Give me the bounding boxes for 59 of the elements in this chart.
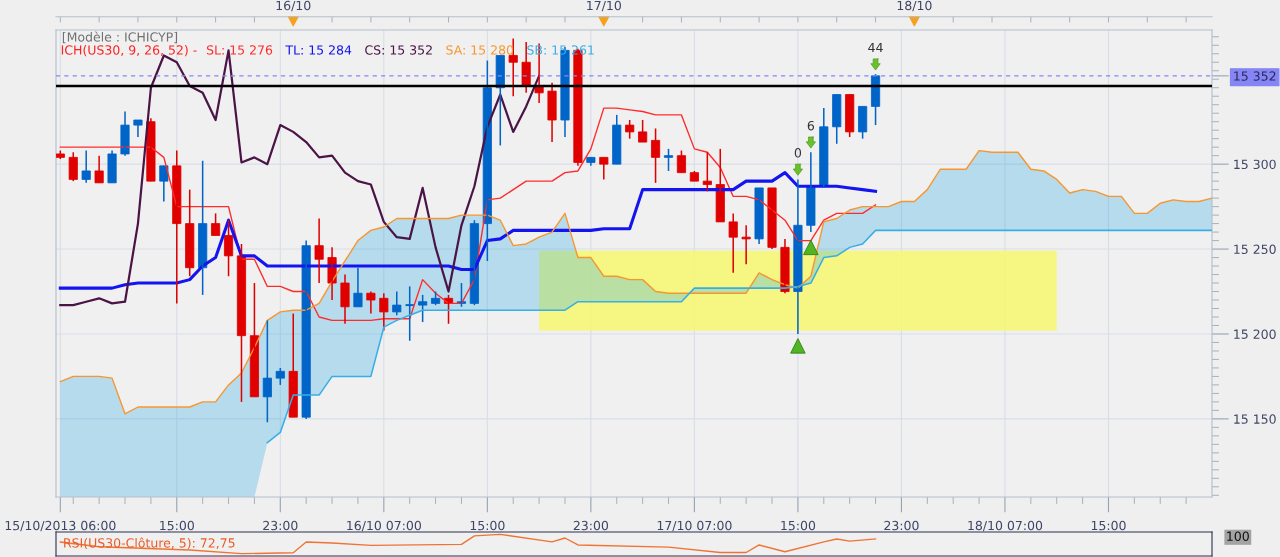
candlestick — [262, 319, 272, 424]
x-tick-label: 15:00 — [160, 520, 194, 531]
text: CS: 15 352 — [365, 45, 432, 55]
x2-tick-label: 17/10 — [587, 0, 621, 12]
candlestick — [418, 294, 428, 323]
y-tick-label: 15 352 — [1234, 71, 1276, 81]
candlestick — [547, 81, 557, 143]
x2-tick-label: 18/10 — [897, 0, 932, 12]
annotation: 44 — [868, 43, 883, 53]
text: TL: 15 284 — [285, 45, 352, 55]
y-tick-label: 15 150 — [1234, 414, 1276, 424]
x-tick-label: 23:00 — [573, 520, 609, 531]
x2-tick-label: 16/10 — [276, 0, 311, 12]
candlestick — [94, 154, 104, 184]
candlestick — [702, 151, 712, 193]
x-tick-label: 23:00 — [263, 520, 298, 531]
candlestick — [379, 292, 389, 332]
x-tick-label: 15:00 — [470, 520, 505, 531]
x-tick-label: 23:00 — [884, 520, 919, 531]
candlestick — [133, 119, 143, 138]
candlestick — [625, 119, 635, 140]
candlestick — [366, 290, 376, 315]
candlestick — [845, 93, 855, 138]
line-series — [59, 149, 1212, 415]
y-tick-label: 15 300 — [1234, 159, 1276, 170]
candlestick — [495, 54, 505, 147]
candlestick — [392, 290, 402, 317]
legend-title: ICH(US30, 9, 26, 52) - — [61, 45, 197, 57]
text: SL: 15 276 — [206, 45, 273, 55]
candlestick — [715, 148, 725, 223]
candlestick — [223, 219, 234, 278]
x-tick-label: 15/10/2013 06:00 — [5, 520, 116, 532]
annotation: 6 — [807, 120, 815, 131]
line-series — [266, 229, 1212, 444]
x-tick-label: 17/10 07:00 — [657, 520, 732, 532]
candlestick — [858, 105, 868, 140]
annotation: 0 — [794, 148, 802, 158]
y-tick-label: 15 200 — [1234, 329, 1276, 339]
candlestick — [211, 212, 221, 237]
line-series — [58, 171, 878, 290]
annotation: [Modèle : ICHICYP] — [62, 31, 178, 44]
x-tick-label: 15:00 — [781, 520, 816, 531]
chart-title: RSI(US30-Clôture, 5): 72,75 — [64, 537, 235, 550]
candlestick — [638, 119, 648, 143]
x-tick-label: 16/10 07:00 — [347, 520, 421, 532]
candlestick — [832, 93, 842, 145]
line-series — [59, 107, 877, 322]
text: 100 — [1227, 531, 1249, 541]
candlestick — [314, 217, 324, 284]
candlestick — [599, 156, 609, 181]
candlestick — [741, 224, 751, 266]
candlestick — [663, 148, 674, 172]
candlestick — [185, 188, 195, 278]
x-tick-label: 18/10 07:00 — [968, 520, 1043, 532]
y-tick-label: 15 250 — [1234, 244, 1276, 254]
candlestick — [81, 149, 91, 184]
candlestick — [612, 114, 622, 165]
candlestick — [728, 212, 738, 274]
x-tick-label: 15:00 — [1091, 520, 1126, 531]
